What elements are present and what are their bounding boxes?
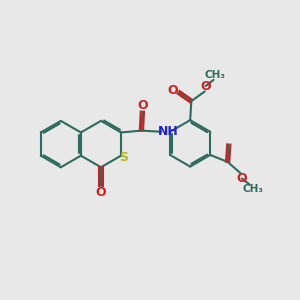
Text: NH: NH [158,125,179,138]
Text: CH₃: CH₃ [242,184,263,194]
Text: CH₃: CH₃ [205,70,226,80]
Text: S: S [119,151,128,164]
Text: O: O [200,80,211,93]
Text: O: O [96,186,106,199]
Text: O: O [137,99,148,112]
Text: O: O [237,172,247,185]
Text: O: O [167,84,178,98]
